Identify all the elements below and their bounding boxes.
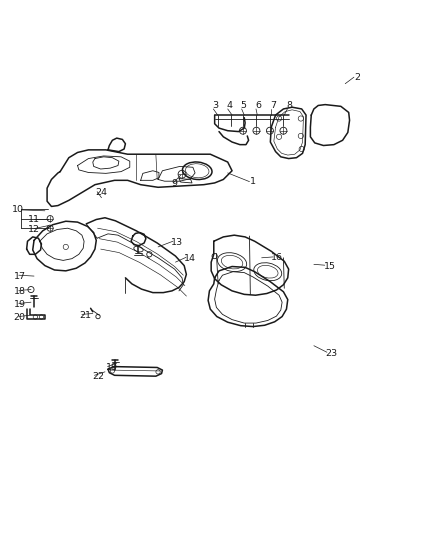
Text: 19: 19 [106,363,118,372]
Text: 15: 15 [323,262,336,271]
Text: 20: 20 [14,313,25,322]
Text: 21: 21 [80,311,92,320]
Text: 19: 19 [14,300,25,309]
Text: 23: 23 [325,349,338,358]
Text: 22: 22 [93,372,105,381]
Text: 9: 9 [171,179,177,188]
Text: 14: 14 [184,254,196,263]
Text: 5: 5 [241,101,247,110]
Text: 13: 13 [171,238,183,247]
Text: 3: 3 [212,101,219,110]
Text: 2: 2 [354,72,360,82]
Text: 10: 10 [12,205,24,214]
Text: 4: 4 [227,101,233,110]
Text: 6: 6 [255,101,261,110]
Text: 1: 1 [250,177,255,186]
Text: 17: 17 [14,272,25,280]
Text: 16: 16 [271,253,283,262]
Text: 18: 18 [14,287,25,296]
Text: 7: 7 [270,101,276,110]
Text: 12: 12 [28,225,39,234]
Text: 11: 11 [28,215,39,224]
Text: 8: 8 [286,101,293,110]
Text: 24: 24 [95,188,107,197]
